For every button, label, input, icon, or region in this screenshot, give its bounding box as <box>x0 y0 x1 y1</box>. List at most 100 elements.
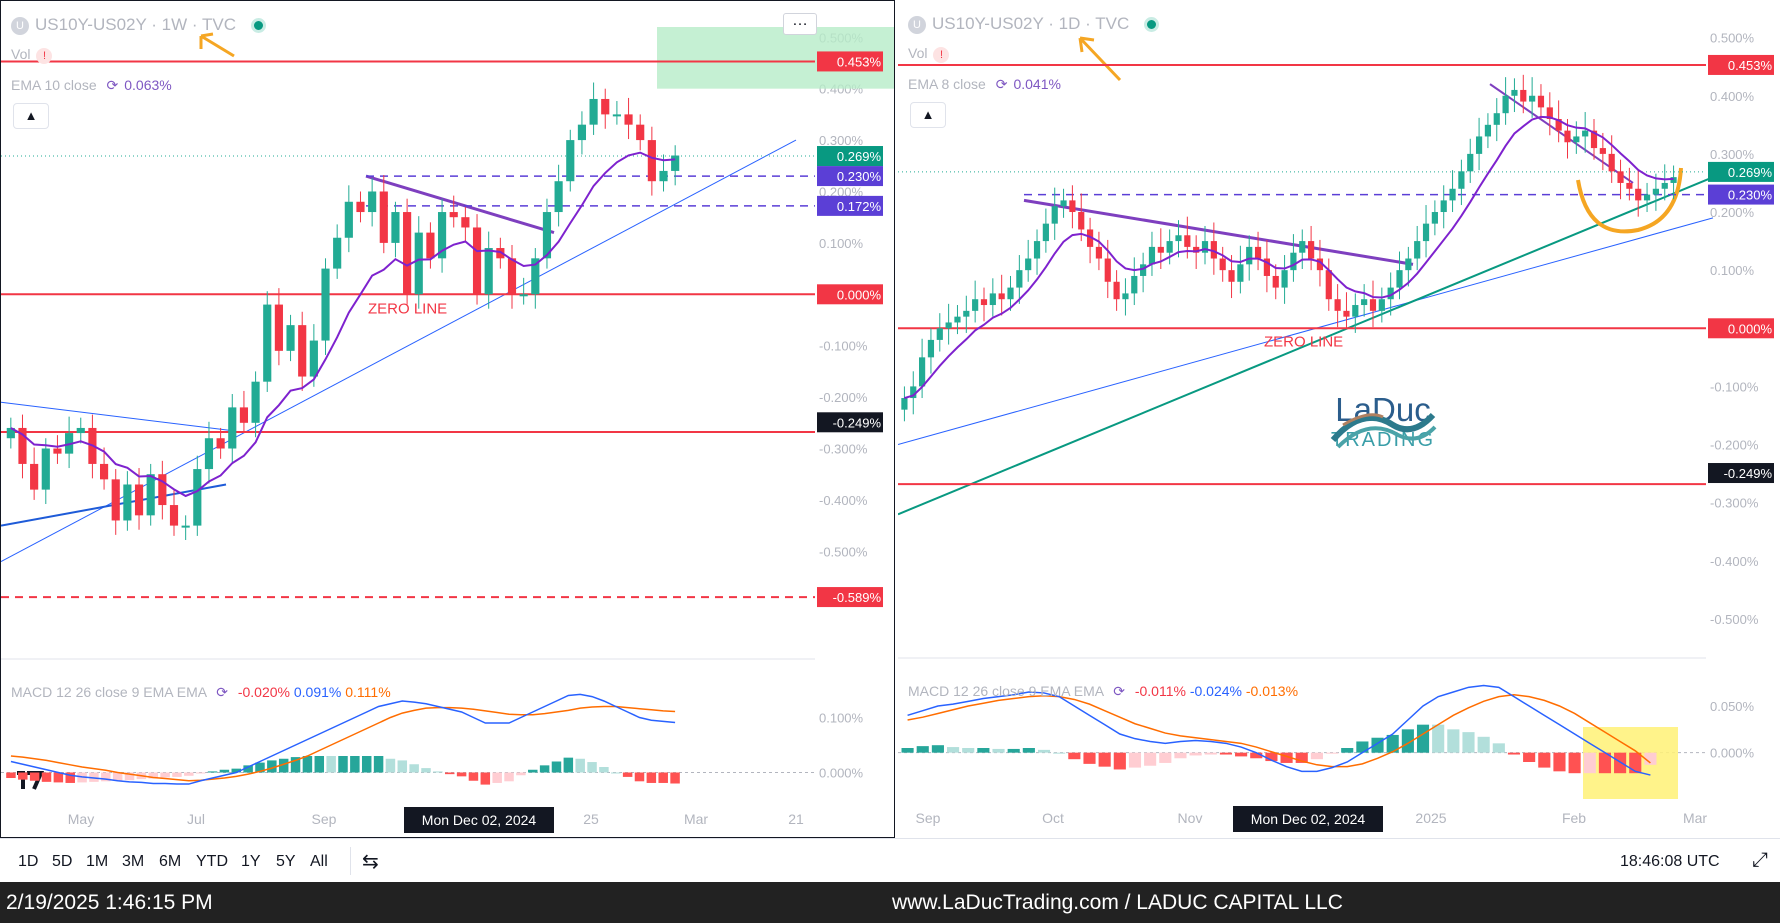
ellipsis-label: … <box>792 12 808 29</box>
chart-pane-daily[interactable]: 0.500% 0.400% 0.300% 0.200% 0.100% -0.100% -0.… <box>898 0 1780 838</box>
candle-body <box>1042 223 1049 242</box>
candle-body <box>1493 113 1500 125</box>
ema-line <box>10 151 676 498</box>
price-label-box <box>817 284 883 305</box>
collapse-indicators-button[interactable]: ▲ <box>910 102 946 128</box>
weekly-chart-canvas[interactable]: 0.500%0.400%0.300%0.200%0.100%-0.100%-0.… <box>1 1 894 837</box>
interval-label[interactable]: 1W <box>161 15 188 34</box>
candle-body <box>577 124 587 141</box>
calendar-goto-icon[interactable]: ⇆ <box>362 851 379 873</box>
candle-body <box>1670 177 1677 183</box>
macd-histogram-bar <box>622 772 633 777</box>
y-tick-label: -0.300% <box>1710 496 1759 511</box>
candle-body <box>484 248 493 295</box>
macd-histogram-bar <box>1598 752 1612 774</box>
settings-cycle-icon[interactable]: ⟳ <box>1113 683 1125 699</box>
macd-histogram-bar <box>278 758 289 773</box>
toolbar-divider <box>350 847 351 875</box>
candle-body <box>1069 200 1076 213</box>
candle-body <box>1440 200 1447 213</box>
x-tick-label: 21 <box>788 811 804 827</box>
daily-chart-canvas[interactable]: 0.500% 0.400% 0.300% 0.200% 0.100% -0.100% -0.… <box>898 0 1780 838</box>
timeframe-1m[interactable]: 1M <box>86 853 109 870</box>
symbol-header[interactable]: U US10Y-US02Y · 1D · TVC <box>908 14 1159 34</box>
macd-histogram-bar <box>1037 749 1051 753</box>
candle-body <box>624 114 633 125</box>
macd-histogram-bar <box>551 761 562 773</box>
utc-clock[interactable]: 18:46:08 UTC <box>1620 853 1720 870</box>
timeframe-ytd[interactable]: YTD <box>196 853 228 870</box>
candle-body <box>1157 246 1164 253</box>
macd-histogram-bar <box>6 772 16 778</box>
timeframe-6m[interactable]: 6M <box>159 853 182 870</box>
macd-line <box>10 693 676 785</box>
fullscreen-icon[interactable]: ⤢ <box>1752 849 1768 871</box>
macd-label: MACD 12 26 close 9 EMA EMA <box>11 684 207 700</box>
macd-indicator[interactable]: MACD 12 26 close 9 EMA EMA ⟳ -0.020% 0.0… <box>11 684 391 701</box>
macd-histogram-bar <box>962 748 975 753</box>
settings-cycle-icon[interactable]: ⟳ <box>995 76 1008 92</box>
candle-body <box>980 299 988 306</box>
x-tick-label: Feb <box>1562 810 1586 826</box>
more-options-button[interactable]: … <box>783 13 817 35</box>
separator: · <box>151 15 157 34</box>
macd-histogram-bar <box>267 760 277 773</box>
candle-body <box>1290 252 1297 271</box>
macd-indicator[interactable]: MACD 12 26 close 9 EMA EMA ⟳ -0.011% -0.… <box>908 683 1298 700</box>
price-label-text: 0.172% <box>837 199 882 214</box>
symbol-header[interactable]: U US10Y-US02Y · 1W · TVC <box>11 15 266 35</box>
candle-body <box>1325 270 1332 300</box>
price-label-box <box>1708 318 1774 339</box>
macd-histogram-bar <box>1568 752 1581 774</box>
candle-body <box>449 212 458 218</box>
candle-body <box>169 505 179 526</box>
ema-indicator[interactable]: EMA 8 close ⟳ 0.041% <box>908 76 1061 93</box>
macd-hist-value: -0.020% <box>237 684 290 700</box>
macd-signal-value: -0.013% <box>1245 683 1299 699</box>
x-tick-label: 2025 <box>1415 810 1446 826</box>
macd-line <box>907 684 1651 776</box>
timeframe-3m[interactable]: 3M <box>122 853 145 870</box>
timeframe-5d[interactable]: 5D <box>52 853 73 870</box>
separator: · <box>1085 14 1091 33</box>
macd-histogram-bar <box>255 762 265 773</box>
macd-histogram-bar <box>646 772 657 783</box>
ema-indicator[interactable]: EMA 10 close ⟳ 0.063% <box>11 77 172 94</box>
vol-indicator[interactable]: Vol! <box>11 46 53 64</box>
candle-body <box>193 469 202 526</box>
y-tick-label: 0.300% <box>1710 147 1755 162</box>
candle-body <box>111 479 120 521</box>
settings-cycle-icon[interactable]: ⟳ <box>106 77 119 93</box>
timeframe-5y[interactable]: 5Y <box>276 853 296 870</box>
macd-histogram-bar <box>1447 729 1460 753</box>
candle-body <box>1555 119 1562 131</box>
ema-value: 0.063% <box>124 77 172 93</box>
macd-histogram-bar <box>1310 752 1323 760</box>
candle-body <box>1520 89 1527 102</box>
timeframe-1d[interactable]: 1D <box>18 853 39 870</box>
candle-body <box>426 232 435 259</box>
timeframe-1y[interactable]: 1Y <box>241 853 261 870</box>
macd-histogram-bar <box>184 772 194 776</box>
x-tick-label: Sep <box>312 811 337 827</box>
macd-histogram-bar <box>160 772 170 778</box>
macd-histogram-bar <box>302 756 313 773</box>
macd-histogram-bar <box>480 772 491 785</box>
macd-line-value: -0.024% <box>1189 683 1242 699</box>
y-tick-label: -0.200% <box>819 390 868 405</box>
candle-body <box>41 448 50 490</box>
macd-histogram-bar <box>504 772 514 782</box>
candle-body <box>1396 270 1403 288</box>
interval-label[interactable]: 1D <box>1058 14 1081 33</box>
candle-body <box>1263 258 1270 276</box>
timeframe-all[interactable]: All <box>310 853 328 870</box>
settings-cycle-icon[interactable]: ⟳ <box>216 684 228 700</box>
y-tick-label: 0.400% <box>1710 89 1755 104</box>
macd-histogram-bar <box>1629 752 1642 774</box>
chart-pane-weekly[interactable]: 0.500%0.400%0.300%0.200%0.100%-0.100%-0.… <box>0 0 895 838</box>
vol-indicator[interactable]: Vol! <box>908 45 950 63</box>
y-tick-label: -0.300% <box>819 442 868 457</box>
collapse-indicators-button[interactable]: ▲ <box>13 103 49 129</box>
candle-body <box>1175 235 1182 242</box>
candle-body <box>1033 241 1041 259</box>
